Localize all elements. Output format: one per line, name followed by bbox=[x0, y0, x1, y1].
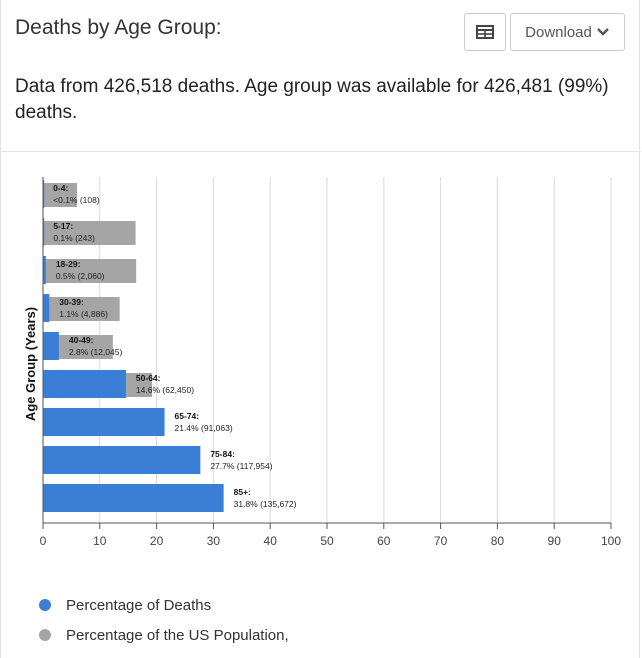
download-button[interactable]: Download bbox=[510, 13, 625, 51]
data-label-value: 0.5% (2,060) bbox=[56, 271, 105, 281]
legend-item-deaths[interactable]: Percentage of Deaths bbox=[39, 590, 289, 620]
legend-swatch-deaths bbox=[39, 599, 51, 611]
population-bar bbox=[43, 297, 120, 321]
data-label-value: 31.8% (135,672) bbox=[234, 499, 297, 509]
population-bar bbox=[43, 183, 78, 207]
legend-item-population[interactable]: Percentage of the US Population, bbox=[39, 620, 289, 650]
deaths-bar bbox=[43, 332, 59, 360]
deaths-bar bbox=[43, 408, 165, 436]
deaths-bar bbox=[43, 294, 50, 322]
summary-text: Data from 426,518 deaths. Age group was … bbox=[15, 76, 609, 123]
x-tick-label: 20 bbox=[150, 534, 164, 548]
data-label-group: 65-74: bbox=[175, 411, 200, 421]
data-label-group: 50-64: bbox=[136, 373, 161, 383]
data-label-group: 30-39: bbox=[59, 297, 84, 307]
x-tick-label: 80 bbox=[491, 534, 505, 548]
x-tick-label: 100 bbox=[601, 534, 621, 548]
data-label-value: 0.1% (243) bbox=[53, 233, 95, 243]
deaths-bar bbox=[43, 218, 45, 246]
legend-label-population: Percentage of the US Population, bbox=[66, 626, 289, 644]
chart-title: Deaths by Age Group: bbox=[15, 16, 222, 39]
population-bar bbox=[43, 221, 136, 245]
x-tick-label: 0 bbox=[40, 534, 47, 548]
legend-swatch-population bbox=[39, 629, 51, 641]
deaths-bar bbox=[43, 370, 126, 398]
data-label-value: 1.1% (4,886) bbox=[59, 309, 108, 319]
data-label-group: 18-29: bbox=[56, 259, 81, 269]
data-label-group: 75-84: bbox=[210, 449, 235, 459]
data-label-value: 14.6% (62,450) bbox=[136, 385, 194, 395]
legend-label-deaths: Percentage of Deaths bbox=[66, 596, 212, 614]
deaths-bar bbox=[43, 256, 46, 284]
x-tick-label: 60 bbox=[377, 534, 391, 548]
data-label-group: 0-4: bbox=[53, 183, 68, 193]
data-label-value: <0.1% (108) bbox=[53, 195, 100, 205]
table-icon bbox=[476, 25, 494, 39]
x-tick-label: 50 bbox=[320, 534, 334, 548]
data-label-group: 85+: bbox=[234, 487, 251, 497]
x-tick-label: 40 bbox=[264, 534, 278, 548]
chevron-down-icon bbox=[597, 28, 609, 36]
deaths-bar bbox=[43, 180, 45, 208]
data-label-value: 21.4% (91,063) bbox=[175, 423, 233, 433]
deaths-bar bbox=[43, 484, 224, 512]
x-tick-label: 70 bbox=[434, 534, 448, 548]
y-axis-title: Age Group (Years) bbox=[23, 307, 38, 421]
deaths-bar bbox=[43, 446, 201, 474]
data-label-group: 5-17: bbox=[53, 221, 73, 231]
x-tick-label: 30 bbox=[207, 534, 221, 548]
table-view-button[interactable] bbox=[464, 13, 506, 51]
population-bar bbox=[43, 259, 137, 283]
x-tick-label: 10 bbox=[93, 534, 107, 548]
legend: Percentage of Deaths Percentage of the U… bbox=[39, 590, 289, 650]
data-label-value: 2.8% (12,045) bbox=[69, 347, 123, 357]
download-label: Download bbox=[525, 23, 592, 41]
bar-chart: 0-4: <0.1% (108) 5-17: 0.1% (243) 18-29: 0.5%… bbox=[23, 177, 621, 548]
data-label-group: 40-49: bbox=[69, 335, 94, 345]
divider bbox=[1, 151, 641, 152]
data-label-value: 27.7% (117,954) bbox=[210, 461, 272, 471]
x-tick-label: 90 bbox=[548, 534, 562, 548]
